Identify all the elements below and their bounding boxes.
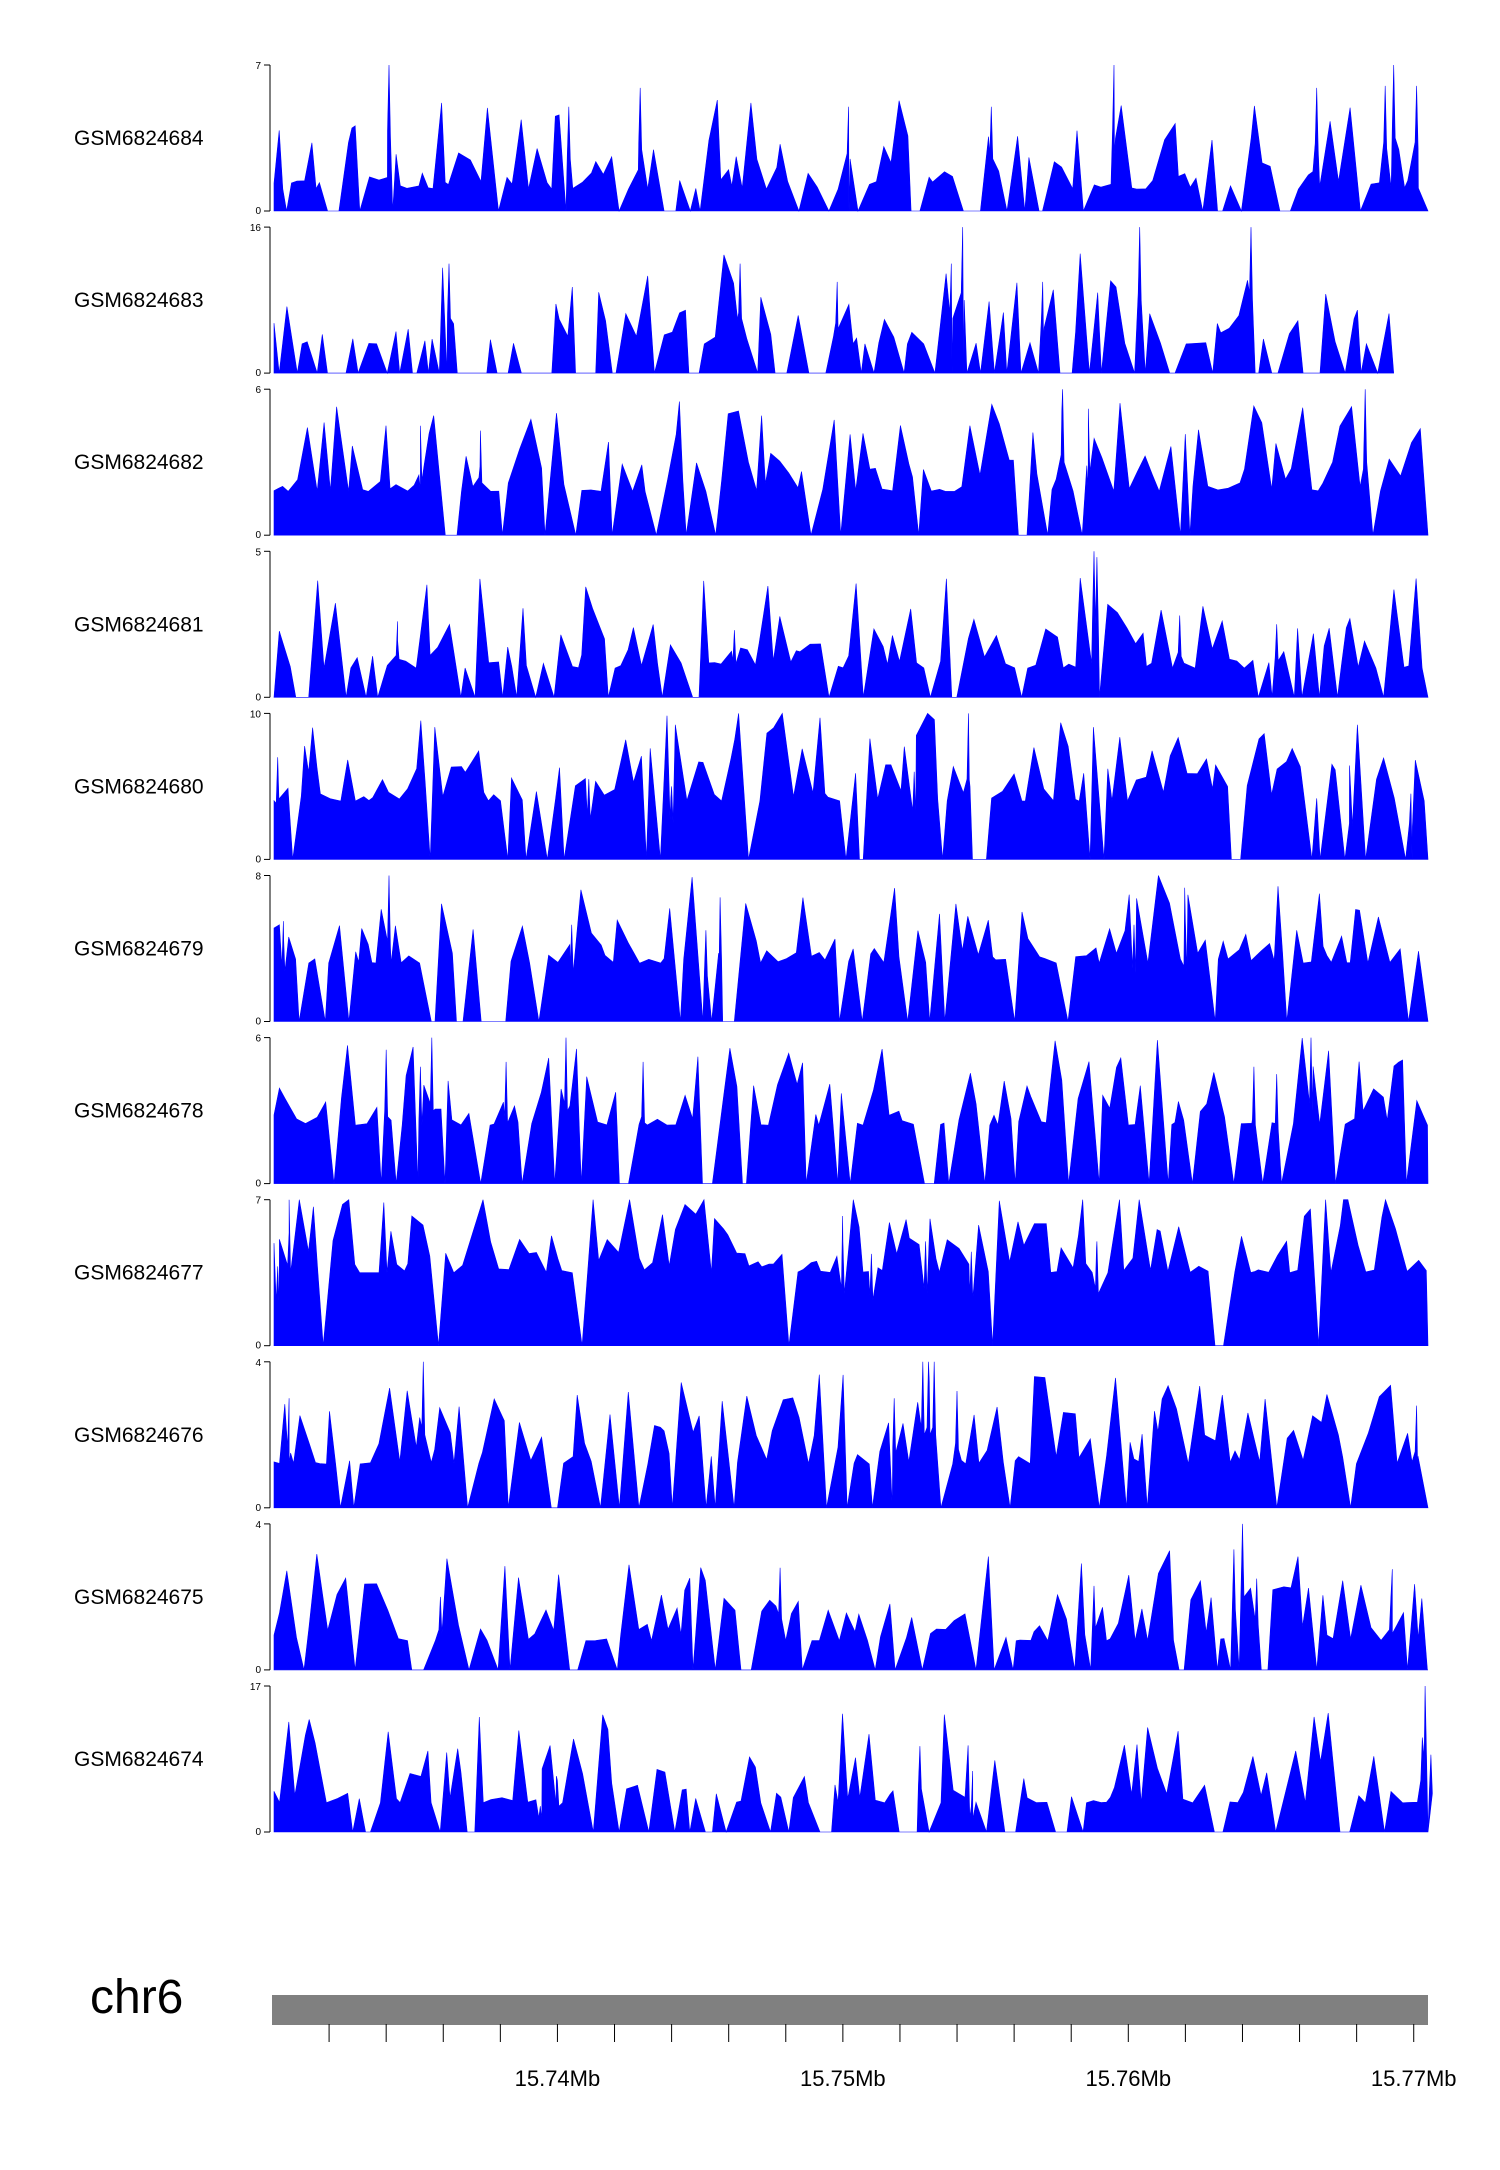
x-tick-label: 15.77Mb — [1371, 2066, 1457, 2091]
track-gsm6824679: GSM6824679 8 0 — [74, 872, 1429, 1028]
track-label: GSM6824679 — [74, 938, 204, 961]
track-label: GSM6824677 — [74, 1262, 204, 1285]
y-axis-max-label: 4 — [255, 1520, 261, 1531]
x-tick-label: 15.74Mb — [515, 2066, 601, 2091]
signal-area — [273, 1523, 1428, 1671]
track-label: GSM6824682 — [74, 451, 204, 474]
y-axis-min-label: 0 — [255, 854, 261, 865]
track-label: GSM6824674 — [74, 1748, 204, 1771]
y-axis-max-label: 16 — [250, 223, 262, 234]
y-axis-max-label: 6 — [255, 1034, 261, 1045]
signal-area — [273, 389, 1429, 536]
track-gsm6824677: GSM6824677 7 0 — [74, 1196, 1429, 1352]
y-axis-max-label: 10 — [250, 709, 262, 720]
signal-area — [273, 227, 1395, 375]
y-axis-min-label: 0 — [255, 1665, 261, 1676]
track-gsm6824674: GSM6824674 17 0 — [74, 1682, 1433, 1838]
y-axis-max-label: 8 — [255, 872, 261, 883]
signal-area — [273, 1198, 1429, 1346]
signal-area — [273, 875, 1429, 1022]
y-axis-max-label: 6 — [255, 385, 261, 396]
y-axis-min-label: 0 — [255, 368, 261, 379]
signal-area — [273, 712, 1429, 860]
signal-area — [273, 1037, 1429, 1184]
y-axis-max-label: 4 — [255, 1358, 261, 1369]
track-label: GSM6824676 — [74, 1424, 204, 1447]
track-label: GSM6824684 — [74, 127, 204, 150]
x-tick-label: 15.75Mb — [800, 2066, 886, 2091]
track-label: GSM6824683 — [74, 289, 204, 312]
track-label: GSM6824681 — [74, 613, 204, 636]
track-label: GSM6824675 — [74, 1586, 204, 1609]
track-gsm6824682: GSM6824682 6 0 — [74, 385, 1429, 541]
y-axis-min-label: 0 — [255, 206, 261, 217]
chromosome-ideogram — [272, 1995, 1428, 2023]
y-axis-max-label: 7 — [255, 1196, 261, 1207]
signal-area — [273, 551, 1429, 699]
track-gsm6824681: GSM6824681 5 0 — [74, 547, 1429, 703]
signal-area — [273, 1685, 1433, 1834]
x-tick-label: 15.76Mb — [1085, 2066, 1171, 2091]
track-gsm6824675: GSM6824675 4 0 — [74, 1520, 1428, 1676]
y-axis-min-label: 0 — [255, 1179, 261, 1190]
y-axis-min-label: 0 — [255, 530, 261, 541]
track-gsm6824680: GSM6824680 10 0 — [74, 709, 1429, 865]
track-label: GSM6824678 — [74, 1100, 204, 1123]
y-axis-max-label: 17 — [250, 1682, 262, 1693]
signal-area — [273, 1361, 1429, 1509]
y-axis-max-label: 5 — [255, 547, 261, 558]
y-axis-min-label: 0 — [255, 1827, 261, 1838]
y-axis-max-label: 7 — [255, 61, 261, 72]
track-label: GSM6824680 — [74, 775, 204, 798]
chromosome-label: chr6 — [90, 1971, 183, 2024]
track-gsm6824678: GSM6824678 6 0 — [74, 1034, 1429, 1190]
y-axis-min-label: 0 — [255, 692, 261, 703]
track-gsm6824684: GSM6824684 7 0 — [74, 61, 1429, 217]
y-axis-min-label: 0 — [255, 1017, 261, 1028]
y-axis-min-label: 0 — [255, 1503, 261, 1514]
y-axis-min-label: 0 — [255, 1341, 261, 1352]
signal-area — [273, 64, 1429, 213]
track-gsm6824676: GSM6824676 4 0 — [74, 1358, 1429, 1514]
track-gsm6824683: GSM6824683 16 0 — [74, 223, 1395, 379]
